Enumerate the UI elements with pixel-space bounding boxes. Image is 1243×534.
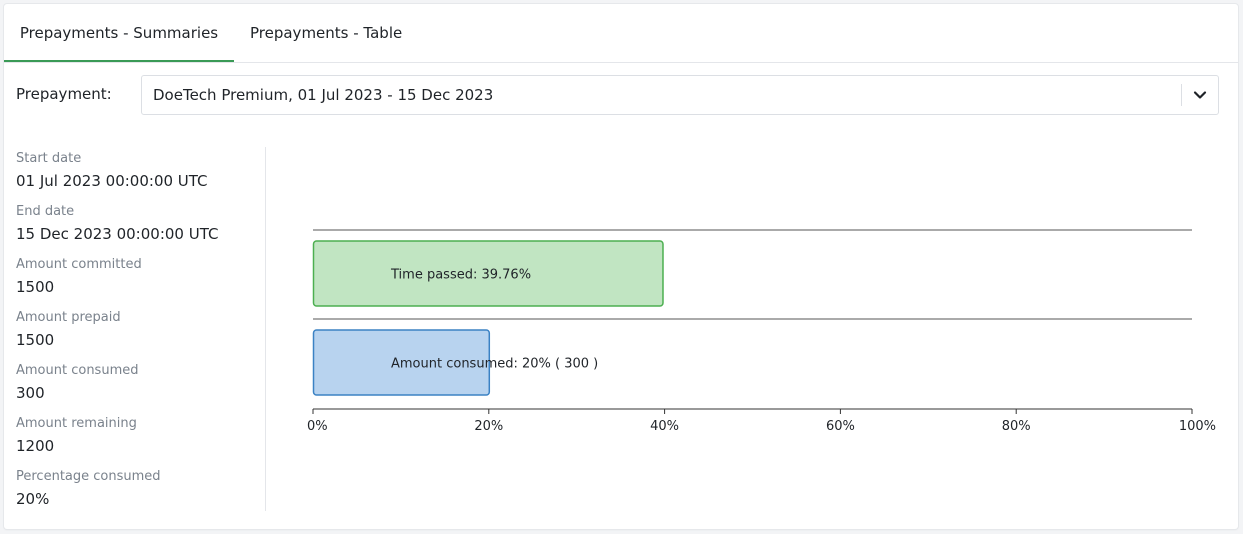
detail-label: Amount prepaid [16,310,121,325]
detail-label: Amount committed [16,257,142,272]
detail-value: 1500 [16,331,55,349]
prepayment-label: Prepayment: [16,85,112,103]
detail-label: End date [16,204,75,219]
prepayment-select[interactable]: DoeTech Premium, 01 Jul 2023 - 15 Dec 20… [141,75,1219,115]
detail-start-date: Start date 01 Jul 2023 00:00:00 UTC [16,150,256,203]
select-separator [1181,84,1182,106]
detail-value: 300 [16,384,45,402]
prepayment-details: Start date 01 Jul 2023 00:00:00 UTC End … [16,150,256,521]
detail-percentage-consumed: Percentage consumed 20% [16,468,256,521]
detail-amount-prepaid: Amount prepaid 1500 [16,309,256,362]
detail-label: Amount consumed [16,363,139,378]
detail-value: 20% [16,490,50,508]
detail-label: Amount remaining [16,416,137,431]
detail-value: 1200 [16,437,55,455]
tab-prepayments-summaries[interactable]: Prepayments - Summaries [4,4,234,62]
detail-label: Percentage consumed [16,469,161,484]
chevron-down-icon[interactable] [1192,87,1208,103]
detail-value: 15 Dec 2023 00:00:00 UTC [16,225,219,243]
tab-bar: Prepayments - Summaries Prepayments - Ta… [4,4,1238,63]
details-divider [265,147,266,511]
detail-value: 1500 [16,278,55,296]
detail-amount-committed: Amount committed 1500 [16,256,256,309]
prepayment-select-value: DoeTech Premium, 01 Jul 2023 - 15 Dec 20… [153,86,494,104]
tab-prepayments-table[interactable]: Prepayments - Table [250,24,403,42]
detail-label: Start date [16,151,82,166]
detail-amount-remaining: Amount remaining 1200 [16,415,256,468]
detail-end-date: End date 15 Dec 2023 00:00:00 UTC [16,203,256,256]
detail-amount-consumed: Amount consumed 300 [16,362,256,415]
detail-value: 01 Jul 2023 00:00:00 UTC [16,172,208,190]
